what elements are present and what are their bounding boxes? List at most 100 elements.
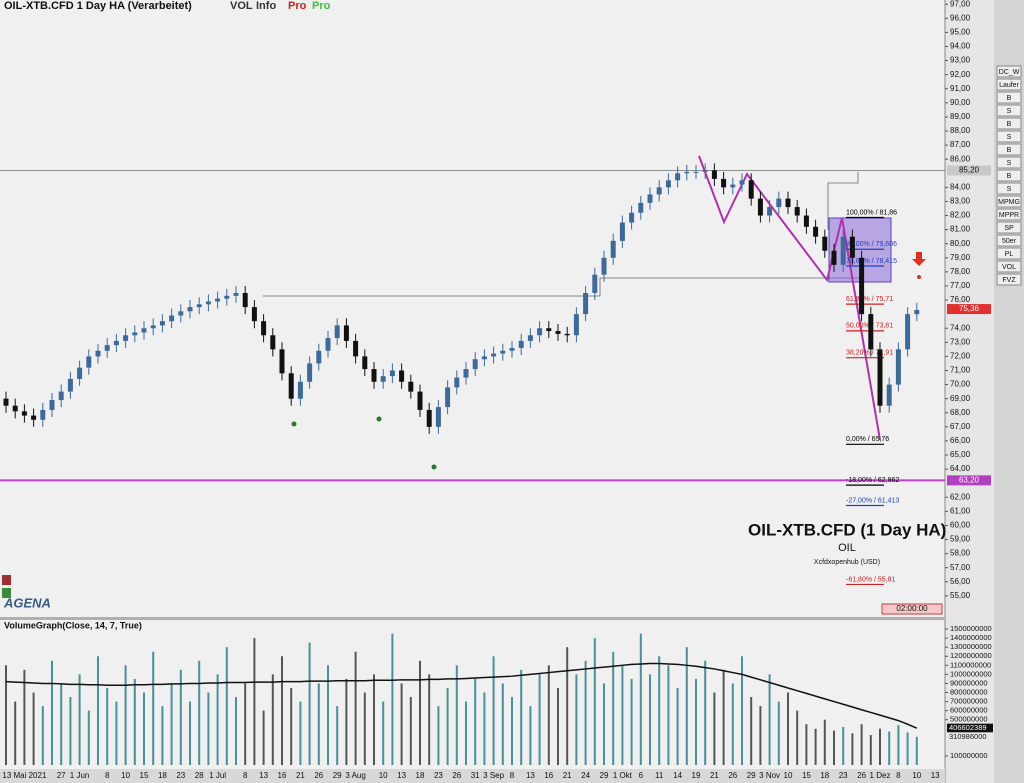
toolbar-button[interactable] [996, 78, 1022, 91]
toolbar-label[interactable]: 50er [1002, 238, 1017, 245]
x-tick-label: 13 [526, 771, 535, 780]
toolbar-button[interactable] [996, 195, 1022, 208]
toolbar-button[interactable] [996, 65, 1022, 78]
toolbar-button[interactable] [996, 130, 1022, 143]
candle-body [711, 170, 717, 179]
toolbar-label[interactable]: PL [1005, 251, 1014, 258]
toolbar-button[interactable] [996, 156, 1022, 169]
x-tick-label: 15 [140, 771, 149, 780]
volume-bar [501, 683, 504, 765]
fib-label: 86,00% / 79,606 [846, 241, 897, 248]
y-tick-label: 1300000000 [950, 642, 992, 651]
toolbar-label[interactable]: B [1007, 173, 1012, 180]
candle-body [767, 207, 773, 216]
candle-body [721, 178, 727, 188]
toolbar-button[interactable] [996, 221, 1022, 234]
toolbar-label[interactable]: MPMG [998, 199, 1020, 206]
candle-body [353, 340, 359, 357]
candle-body [776, 198, 782, 208]
toolbar-label[interactable]: B [1007, 147, 1012, 154]
menu-item[interactable]: VOL [230, 0, 253, 12]
volume-bar [658, 656, 661, 765]
volume-bar [842, 726, 845, 765]
toolbar-button[interactable] [996, 234, 1022, 247]
candle-body [316, 350, 322, 364]
candle-body [537, 328, 543, 336]
fib-label: 78,60% / 78,415 [846, 258, 897, 265]
trailing-line [263, 277, 862, 297]
toolbar-button[interactable] [996, 117, 1022, 130]
r-button[interactable] [2, 588, 11, 598]
toolbar-label[interactable]: DC_W [999, 69, 1020, 76]
price-marker [947, 475, 991, 486]
toolbar-label[interactable]: S [1007, 108, 1012, 115]
candle-body [840, 236, 846, 265]
price-marker [947, 304, 991, 315]
volume-bar [759, 706, 762, 765]
toolbar-button[interactable] [996, 91, 1022, 104]
x-tick-label: 24 [581, 771, 590, 780]
volume-bar [529, 706, 532, 765]
x-tick-label: 10 [379, 771, 388, 780]
x-tick-label: 11 [655, 771, 664, 780]
toolbar-label[interactable]: S [1007, 134, 1012, 141]
y-tick-label: 94,00 [950, 42, 971, 51]
watermark-title: OIL-XTB.CFD (1 Day HA) [748, 520, 946, 539]
volume-marker [947, 732, 993, 742]
r-button[interactable] [2, 575, 11, 585]
x-tick-label: 16 [544, 771, 553, 780]
toolbar-label[interactable]: SP [1004, 225, 1014, 232]
volume-bar [575, 674, 578, 765]
candle-body [95, 350, 101, 357]
toolbar-label[interactable]: MPPR [999, 212, 1019, 219]
y-tick-label: 1100000000 [950, 660, 991, 669]
volume-bar [281, 656, 283, 765]
candle-body [334, 325, 340, 339]
volume-bar [189, 701, 191, 765]
toolbar-button[interactable] [996, 182, 1022, 195]
toolbar-label[interactable]: B [1007, 95, 1012, 102]
watermark-symbol: OIL [838, 542, 856, 554]
toolbar-button[interactable] [996, 104, 1022, 117]
price-marker [947, 165, 991, 176]
candle-body [757, 198, 763, 216]
volume-bar [446, 687, 449, 765]
toolbar-button[interactable] [996, 143, 1022, 156]
toolbar-button[interactable] [996, 169, 1022, 182]
candle-body [297, 381, 303, 399]
candle-body [638, 202, 644, 213]
y-tick-label: 84,00 [950, 182, 971, 191]
toolbar-button[interactable] [996, 247, 1022, 260]
toolbar-button[interactable] [996, 260, 1022, 273]
menu-item[interactable]: Info [256, 0, 276, 12]
x-tick-label: 3 Aug [345, 771, 365, 780]
candle-body [592, 274, 598, 294]
x-tick-label: 31 [471, 771, 480, 780]
menu-item[interactable]: Pro [312, 0, 331, 12]
toolbar-label[interactable]: S [1007, 186, 1012, 193]
volume-bar [216, 674, 219, 765]
volume-bar [777, 701, 780, 765]
signal-markers [291, 416, 437, 470]
candle-body [49, 400, 55, 410]
toolbar-label[interactable]: B [1007, 121, 1012, 128]
toolbar-label[interactable]: S [1007, 160, 1012, 167]
price-marker-label: 85,20 [959, 166, 980, 175]
volume-bar [483, 692, 486, 765]
toolbar-button[interactable] [996, 208, 1022, 221]
candle-body [21, 411, 27, 416]
volume-bar [124, 665, 127, 765]
toolbar-label[interactable]: VOL [1002, 264, 1016, 271]
menu-item[interactable]: Pro [288, 0, 307, 12]
y-tick-label: 72,00 [950, 352, 971, 361]
y-tick-label: 82,00 [950, 211, 971, 220]
toolbar-label[interactable]: FVZ [1002, 277, 1016, 284]
y-tick-label: 96,00 [950, 13, 971, 22]
y-tick-label: 62,00 [950, 492, 971, 501]
toolbar-label[interactable]: Laufer [999, 82, 1020, 89]
x-tick-label: 26 [857, 771, 866, 780]
x-tick-label: 10 [121, 771, 130, 780]
volume-bar [161, 706, 164, 765]
toolbar-button[interactable] [996, 273, 1022, 286]
candle-body [905, 314, 911, 350]
